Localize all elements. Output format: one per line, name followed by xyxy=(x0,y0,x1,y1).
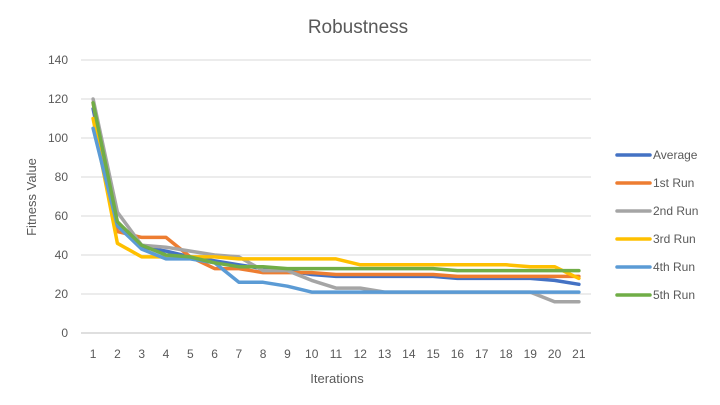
x-tick-label: 14 xyxy=(402,347,416,361)
x-tick-label: 19 xyxy=(524,347,538,361)
legend-label: 4th Run xyxy=(653,260,695,274)
series-line-5 xyxy=(91,126,581,294)
x-tick-label: 18 xyxy=(499,347,513,361)
x-axis-ticks: 1 2 3 4 5 6 7 8 9 10 11 12 13 14 15 16 17 18 19 20 21 xyxy=(90,347,586,361)
x-tick-label: 1 xyxy=(90,347,97,361)
y-tick-label: 140 xyxy=(48,53,68,67)
x-tick-label: 12 xyxy=(354,347,368,361)
x-tick-label: 16 xyxy=(451,347,465,361)
x-tick-label: 11 xyxy=(330,347,343,361)
x-tick-label: 21 xyxy=(572,347,586,361)
legend-label: 3rd Run xyxy=(653,232,696,246)
legend-label: 2nd Run xyxy=(653,204,698,218)
y-tick-label: 80 xyxy=(55,170,69,184)
legend-label: Average xyxy=(653,148,698,162)
chart-title: Robustness xyxy=(308,17,408,38)
x-axis-title: Iterations xyxy=(310,371,364,386)
y-axis-title: Fitness Value xyxy=(24,158,39,236)
series-line-1 xyxy=(91,107,581,287)
y-tick-label: 20 xyxy=(55,287,69,301)
x-tick-label: 3 xyxy=(138,347,145,361)
x-tick-label: 13 xyxy=(378,347,392,361)
y-tick-label: 0 xyxy=(61,326,68,340)
series-line-2 xyxy=(91,101,581,279)
x-tick-label: 8 xyxy=(260,347,267,361)
legend-label: 1st Run xyxy=(653,176,694,190)
x-tick-label: 9 xyxy=(284,347,291,361)
x-tick-label: 5 xyxy=(187,347,194,361)
x-tick-label: 10 xyxy=(305,347,319,361)
y-tick-label: 60 xyxy=(55,209,69,223)
x-tick-label: 7 xyxy=(236,347,243,361)
legend-label: 5th Run xyxy=(653,288,695,302)
legend: Average 1st Run 2nd Run 3rd Run 4th Run 5th R… xyxy=(615,148,698,302)
series-lines xyxy=(91,97,581,304)
y-tick-label: 120 xyxy=(48,92,68,106)
y-tick-label: 100 xyxy=(48,131,68,145)
x-tick-label: 20 xyxy=(548,347,562,361)
y-tick-label: 40 xyxy=(55,248,69,262)
x-tick-label: 4 xyxy=(163,347,170,361)
x-tick-label: 17 xyxy=(475,347,489,361)
x-tick-label: 15 xyxy=(426,347,440,361)
y-axis-ticks: 0 20 40 60 80 100 120 140 xyxy=(48,53,68,340)
x-tick-label: 6 xyxy=(211,347,218,361)
series-line-6 xyxy=(91,101,581,273)
x-tick-label: 2 xyxy=(114,347,121,361)
